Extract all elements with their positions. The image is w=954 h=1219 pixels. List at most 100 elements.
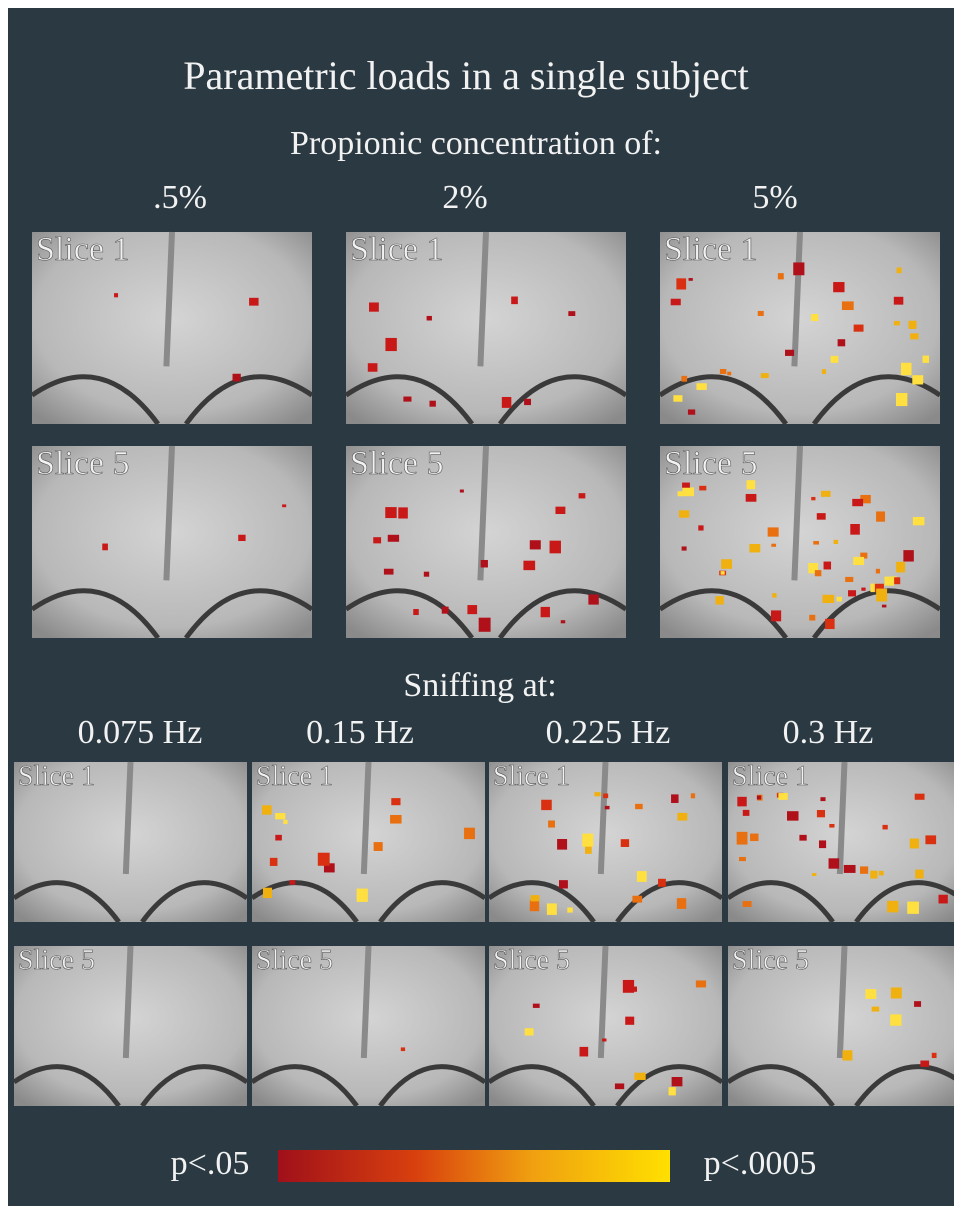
activation (820, 797, 825, 801)
column-label: 0.225 Hz (546, 714, 671, 751)
activation (249, 298, 258, 306)
slice-label: Slice 5 (18, 945, 95, 976)
activation (822, 369, 826, 374)
activation (682, 546, 687, 550)
activation (689, 278, 693, 281)
activation (460, 490, 464, 493)
activation (623, 980, 634, 993)
activation (838, 339, 846, 346)
activation (635, 804, 643, 809)
activation (737, 797, 746, 807)
activation (678, 491, 684, 496)
colorbar-high-label: p<.0005 (704, 1145, 817, 1182)
activation (901, 363, 912, 375)
activation (262, 805, 272, 814)
activation (768, 527, 779, 536)
activation (848, 590, 856, 596)
activation (939, 895, 948, 904)
slice-label: Slice 1 (664, 231, 757, 268)
activation (585, 846, 592, 854)
activation (602, 1038, 606, 1041)
brain-slice: Slice 1 (489, 761, 722, 922)
activation (865, 989, 876, 999)
column-label: 0.3 Hz (783, 714, 874, 751)
activation (913, 517, 925, 525)
activation (632, 896, 642, 903)
activation (682, 483, 690, 488)
activation (567, 908, 572, 913)
activation (442, 607, 449, 614)
activation (842, 301, 854, 310)
brain-slice: Slice 1 (660, 231, 940, 424)
activation (637, 871, 647, 882)
activation (793, 262, 804, 275)
activation (824, 562, 831, 570)
brain-slice: Slice 5 (660, 445, 940, 638)
activation (903, 550, 913, 561)
activation (785, 350, 794, 356)
activation (275, 813, 285, 819)
activation (270, 858, 278, 866)
activation (884, 577, 894, 586)
activation (579, 493, 586, 498)
activation (357, 889, 368, 902)
activation (559, 880, 568, 888)
activation (114, 293, 118, 297)
activation (533, 1004, 540, 1008)
activation (819, 840, 826, 848)
activation (821, 491, 831, 497)
activation (625, 1017, 634, 1025)
activation (907, 902, 919, 914)
activation (676, 278, 686, 289)
activation (853, 557, 864, 565)
activation (580, 1047, 589, 1057)
activation (897, 267, 902, 273)
activation (688, 409, 695, 414)
activation (831, 356, 839, 363)
slice-label: Slice 5 (350, 445, 443, 482)
activation (691, 793, 695, 798)
activation (715, 596, 723, 604)
brain-slice: Slice 5 (32, 445, 312, 638)
activation (882, 825, 887, 830)
activation (511, 297, 518, 305)
activation (834, 540, 839, 544)
activation (390, 815, 402, 824)
activation (879, 871, 884, 876)
activation (282, 504, 286, 507)
activation (817, 513, 826, 520)
activation (401, 1047, 405, 1051)
activation (909, 321, 917, 329)
slice-label: Slice 1 (256, 761, 333, 792)
activation (658, 879, 666, 887)
activation (887, 901, 898, 913)
activation (817, 810, 825, 817)
activation (548, 820, 555, 827)
activation (811, 314, 818, 321)
activation (677, 813, 687, 821)
activation (925, 835, 936, 844)
activation (761, 373, 769, 378)
activation (696, 980, 706, 987)
activation (318, 853, 330, 866)
brain-slice: Slice 1 (252, 761, 485, 922)
activation (750, 834, 758, 841)
activation (594, 792, 600, 796)
activation (634, 1073, 645, 1080)
activation (861, 588, 865, 591)
column-label: .5% (153, 179, 207, 216)
activation (672, 1077, 683, 1086)
slice-label: Slice 1 (18, 761, 95, 792)
slice-label: Slice 5 (732, 945, 809, 976)
brain-slice: Slice 5 (252, 945, 485, 1106)
title: Parametric loads in a single subject (183, 53, 748, 98)
slice-label: Slice 1 (350, 231, 443, 268)
activation (681, 376, 687, 382)
activation (263, 888, 272, 898)
column-label: 0.075 Hz (78, 714, 203, 751)
activation (743, 810, 750, 816)
activation (481, 560, 488, 567)
activation (671, 794, 678, 803)
activation (427, 316, 432, 321)
activation (850, 524, 860, 535)
